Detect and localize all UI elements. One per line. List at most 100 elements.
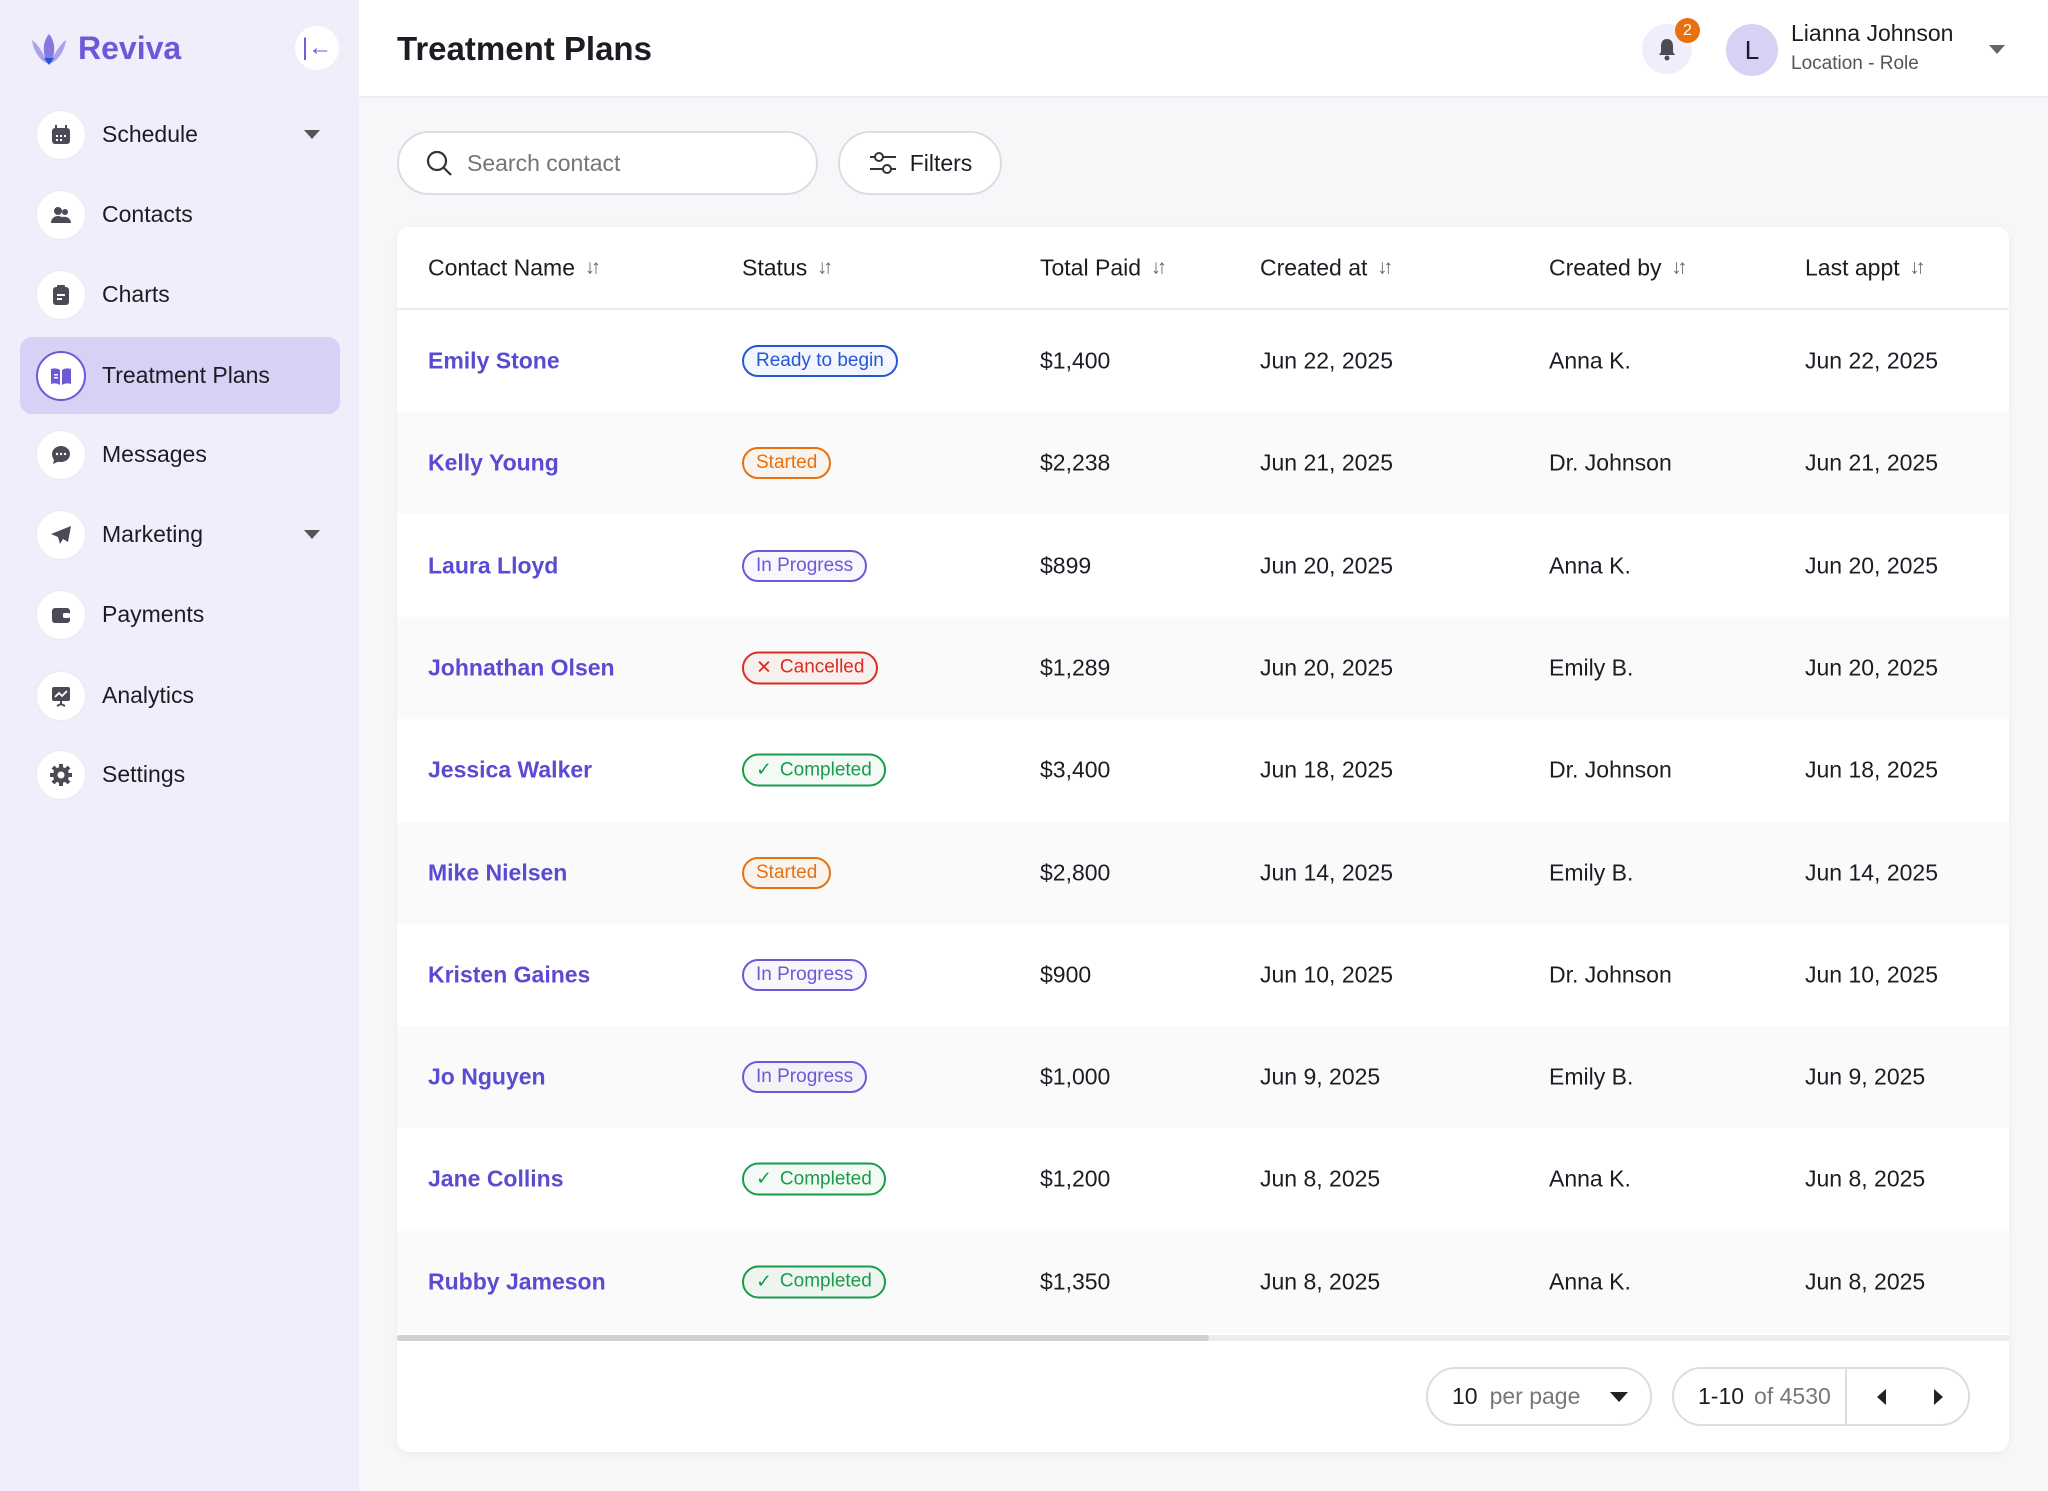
logo[interactable]: Reviva [30,30,181,67]
check-icon: ✓ [756,1168,772,1190]
next-page-button[interactable] [1933,1388,1943,1405]
column-header-last-appt[interactable]: Last appt ↓↑ [1805,254,1926,281]
filters-button[interactable]: Filters [838,131,1002,195]
chevron-down-icon[interactable] [304,130,320,139]
sidebar-item-label: Contacts [102,201,193,227]
user-name[interactable]: Lianna Johnson [1791,20,1954,46]
column-header-status[interactable]: Status ↓↑ [742,254,833,281]
sidebar-item-label: Treatment Plans [102,362,270,388]
sidebar-item-marketing[interactable]: Marketing [20,496,340,573]
horizontal-scrollbar[interactable] [397,1335,2009,1341]
cell-created-at: Jun 21, 2025 [1260,449,1394,476]
column-label: Last appt [1805,254,1900,280]
status-text: Started [756,861,818,883]
cell-total-paid: $2,238 [1040,449,1111,476]
chart-icon [36,670,86,721]
cell-created-by: Emily B. [1549,1063,1634,1090]
contact-name-link[interactable]: Jessica Walker [428,756,593,783]
scrollbar-thumb[interactable] [397,1335,1209,1341]
sidebar-item-treatment-plans[interactable]: Treatment Plans [20,337,340,414]
cell-last-appt: Jun 18, 2025 [1805,756,1939,783]
chevron-down-icon[interactable] [304,530,320,539]
sidebar-item-contacts[interactable]: Contacts [20,176,340,253]
prev-page-button[interactable] [1876,1388,1886,1405]
sort-icon[interactable]: ↓↑ [1671,256,1688,278]
sidebar-item-label: Charts [102,281,170,307]
cell-created-at: Jun 20, 2025 [1260,654,1394,681]
contact-name-link[interactable]: Rubby Jameson [428,1268,606,1295]
sidebar-item-settings[interactable]: Settings [20,736,340,813]
status-text: In Progress [756,1066,854,1088]
column-label: Created by [1549,254,1662,280]
cell-created-by: Anna K. [1549,1165,1631,1192]
contact-name-link[interactable]: Laura Lloyd [428,552,559,579]
user-menu-caret-icon[interactable] [1989,45,2005,54]
contact-name-link[interactable]: Mike Nielsen [428,859,568,885]
sidebar-item-messages[interactable]: Messages [20,416,340,493]
sidebar-item-label: Payments [102,601,205,627]
cell-total-paid: $1,350 [1040,1268,1111,1295]
notification-count-badge: 2 [1675,18,1700,43]
column-header-created-by[interactable]: Created by ↓↑ [1549,254,1688,281]
contact-name-link[interactable]: Kristen Gaines [428,961,591,988]
table-row[interactable]: Emily Stone Ready to begin $1,400 Jun 22, 2… [397,310,2009,412]
column-header-created-at[interactable]: Created at ↓↑ [1260,254,1393,281]
search-box[interactable] [397,131,818,195]
table-row[interactable]: Mike Nielsen Started $2,800 Jun 14, 2025 Emi… [397,821,2009,924]
page-total: of 4530 [1754,1383,1831,1409]
sidebar-item-charts[interactable]: Charts [20,256,340,333]
cell-last-appt: Jun 10, 2025 [1805,961,1939,988]
table-row[interactable]: Kristen Gaines In Progress $900 Jun 10, 202… [397,924,2009,1026]
status-text: Completed [779,759,872,781]
status-text: Completed [779,1168,872,1190]
contact-name-link[interactable]: Jane Collins [428,1165,564,1192]
column-header-contact-name[interactable]: Contact Name ↓↑ [428,254,601,281]
cell-created-at: Jun 10, 2025 [1260,961,1394,988]
users-icon [36,189,86,240]
table-row[interactable]: Kelly Young Started $2,238 Jun 21, 2025 Dr. … [397,412,2009,515]
per-page-select[interactable]: 10 per page [1426,1367,1652,1426]
sidebar-item-label: Marketing [102,521,203,547]
table-row[interactable]: Jo Nguyen In Progress $1,000 Jun 9, 2025 Emi… [397,1026,2009,1129]
clipboard-icon [36,269,86,320]
status-text: Started [756,452,818,474]
contact-name-link[interactable]: Kelly Young [428,449,559,476]
table-row[interactable]: Rubby Jameson ✓ Completed $1,350 Jun 8, 2025… [397,1230,2009,1333]
column-label: Status [742,254,808,280]
table-row[interactable]: Jessica Walker ✓ Completed $3,400 Jun 18, 20… [397,719,2009,821]
table-row[interactable]: Johnathan Olsen ✕ Cancelled $1,289 Jun 20, 2… [397,616,2009,719]
contact-name-link[interactable]: Jo Nguyen [428,1063,546,1090]
user-role: Location - Role [1791,53,1919,74]
sort-icon[interactable]: ↓↑ [1909,256,1926,278]
status-badge: Started [742,447,832,480]
sidebar-item-analytics[interactable]: Analytics [20,657,340,734]
sort-icon[interactable]: ↓↑ [585,256,601,278]
sort-icon[interactable]: ↓↑ [817,256,833,278]
cell-total-paid: $900 [1040,961,1092,988]
contact-name-link[interactable]: Emily Stone [428,347,560,374]
sidebar-item-payments[interactable]: Payments [20,576,340,653]
avatar[interactable]: L [1726,24,1778,76]
sort-icon[interactable]: ↓↑ [1151,256,1167,278]
table-row[interactable]: Jane Collins ✓ Completed $1,200 Jun 8, 2025 A… [397,1128,2009,1230]
table-header: Contact Name ↓↑ Status ↓↑ Total Paid ↓↑ Create… [397,227,2009,310]
status-text: Cancelled [779,656,865,678]
search-icon [426,150,452,176]
contact-name-link[interactable]: Johnathan Olsen [428,654,615,681]
filters-label: Filters [909,149,973,176]
sidebar-item-label: Settings [102,761,186,787]
cell-last-appt: Jun 8, 2025 [1805,1268,1926,1295]
status-badge: ✓ Completed [742,1162,886,1196]
cell-created-by: Dr. Johnson [1549,961,1672,988]
collapse-sidebar-button[interactable]: |← [295,26,339,70]
sidebar-item-schedule[interactable]: Schedule [20,96,340,173]
column-label: Created at [1260,254,1368,280]
cell-created-by: Anna K. [1549,1268,1631,1295]
sort-icon[interactable]: ↓↑ [1377,256,1393,278]
pagination: 1-10 of 4530 [1672,1367,1970,1426]
column-label: Total Paid [1040,254,1142,280]
sliders-icon [869,152,896,174]
table-row[interactable]: Laura Lloyd In Progress $899 Jun 20, 2025 An… [397,515,2009,617]
column-header-total-paid[interactable]: Total Paid ↓↑ [1040,254,1167,281]
search-input[interactable] [467,149,787,177]
